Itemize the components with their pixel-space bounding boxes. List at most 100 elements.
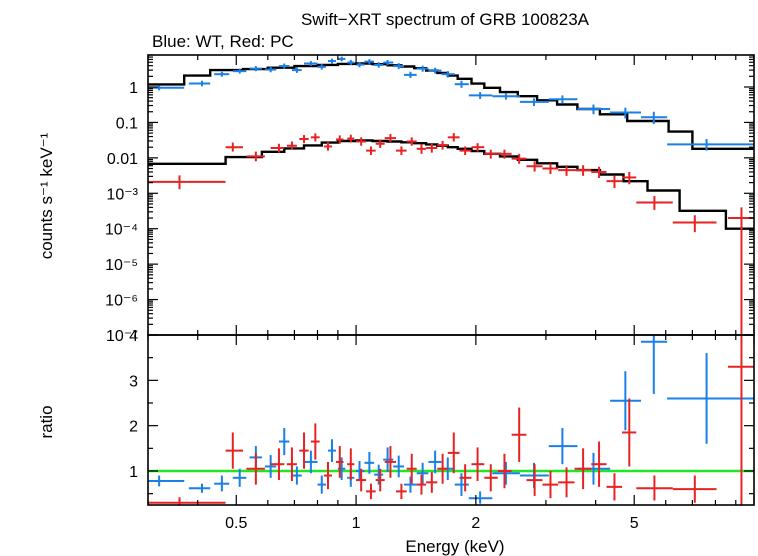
spectrum-point-2-7 — [310, 133, 320, 142]
spectrum-point-1-9 — [304, 61, 318, 67]
spectrum-point-1-3 — [214, 71, 230, 77]
ratio-point-2-7 — [310, 423, 320, 460]
ratio-point-2-4 — [270, 448, 285, 481]
ratio-point-1-11 — [327, 439, 336, 462]
spectrum-point-1-28 — [577, 104, 611, 115]
ratio-point-1-3 — [214, 475, 230, 492]
ratio-point-2-9 — [335, 446, 344, 478]
ratio-point-2-25 — [511, 407, 527, 462]
spectrum-point-2-4 — [270, 143, 285, 153]
spectrum-point-2-10 — [347, 134, 355, 143]
ratio-point-1-16 — [374, 464, 384, 485]
spectrum-point-2-18 — [426, 143, 438, 153]
x-tick-label: 0.5 — [225, 515, 247, 532]
spectrum-point-2-5 — [286, 141, 297, 150]
spectrum-point-2-15 — [396, 146, 407, 156]
spectrum-point-2-29 — [574, 165, 592, 176]
ratio-point-2-22 — [471, 447, 485, 481]
ratio-y-tick-label: 1 — [129, 464, 138, 481]
x-tick-label: 2 — [471, 515, 480, 532]
spectrum-point-2-16 — [406, 137, 417, 146]
spectrum-point-1-26 — [519, 98, 549, 107]
chart-title: Swift−XRT spectrum of GRB 100823A — [301, 10, 590, 29]
ratio-point-2-13 — [375, 468, 385, 492]
y-tick-label: 10⁻⁵ — [105, 257, 138, 274]
ratio-point-2-8 — [323, 461, 333, 490]
spectrum-point-2-27 — [542, 163, 559, 175]
ratio-point-2-20 — [447, 432, 460, 474]
spectrum-point-1-7 — [278, 63, 290, 69]
spectrum-point-2-14 — [384, 134, 397, 143]
spectrum-point-2-1 — [148, 175, 226, 190]
ratio-point-1-8 — [291, 466, 302, 485]
spectrum-point-1-29 — [610, 107, 641, 119]
spectrum-point-1-14 — [356, 61, 365, 68]
ratio-point-1-20 — [416, 462, 429, 484]
ratio-panel — [147, 334, 755, 506]
ratio-point-1-25 — [492, 461, 520, 485]
ratio-point-2-26 — [526, 464, 543, 496]
ratio-point-1-6 — [264, 455, 277, 478]
ratio-point-2-12 — [366, 483, 376, 500]
spectrum-point-2-34 — [672, 215, 717, 233]
spectrum-point-1-12 — [337, 56, 346, 62]
spectrum-point-2-2 — [225, 142, 244, 152]
ratio-point-1-30 — [640, 335, 668, 394]
spectrum-point-2-30 — [591, 166, 607, 179]
spectrum-point-2-28 — [558, 165, 575, 176]
ratio-point-1-2 — [188, 483, 211, 493]
spectrum-point-1-22 — [441, 71, 455, 78]
spectrum-point-2-24 — [497, 149, 512, 159]
ratio-frame — [147, 334, 755, 506]
ratio-point-1-31 — [667, 353, 754, 444]
ratio-point-2-6 — [299, 432, 309, 469]
ratio-point-1-10 — [317, 475, 326, 494]
ratio-point-2-31 — [606, 473, 623, 501]
x-tick-label: 1 — [352, 515, 361, 532]
ratio-y-tick-label: 4 — [129, 328, 138, 345]
y-tick-label: 0.1 — [116, 115, 138, 132]
spectrum-point-2-9 — [335, 135, 344, 144]
ratio-point-2-34 — [672, 475, 717, 503]
ratio-point-1-27 — [548, 427, 578, 465]
spectrum-frame — [147, 54, 755, 336]
ratio-point-1-7 — [278, 427, 290, 456]
y-tick-label: 0.01 — [107, 151, 138, 168]
spectrum-point-2-11 — [356, 137, 367, 146]
y-tick-label: 1 — [129, 80, 138, 97]
spectrum-point-2-35 — [727, 207, 754, 335]
spectrum-point-2-31 — [606, 175, 623, 189]
ratio-point-2-14 — [384, 446, 397, 478]
spectrum-point-1-17 — [383, 59, 394, 66]
ratio-point-2-15 — [396, 483, 407, 500]
ratio-point-2-32 — [622, 398, 637, 467]
ratio-point-1-24 — [468, 491, 493, 504]
ratio-point-2-28 — [558, 467, 575, 498]
x-tick-label: 5 — [630, 515, 639, 532]
spectrum-plot-area — [148, 56, 754, 335]
spectrum-point-1-18 — [393, 63, 405, 70]
spectrum-point-1-15 — [364, 59, 375, 65]
spectrum-point-2-26 — [526, 161, 543, 172]
spectrum-point-1-25 — [492, 92, 520, 100]
chart-subtitle: Blue: WT, Red: PC — [152, 32, 294, 51]
spectrum-point-2-13 — [375, 139, 385, 148]
model-curve-1 — [148, 62, 754, 150]
spectrum-point-1-11 — [327, 58, 336, 64]
ratio-plot-area — [148, 335, 754, 505]
ratio-point-2-19 — [437, 453, 448, 484]
spectrum-point-2-23 — [484, 149, 498, 159]
ratio-point-2-3 — [246, 452, 265, 485]
ratio-point-2-27 — [542, 471, 559, 499]
spectrum-point-2-20 — [447, 133, 460, 142]
spectrum-point-2-33 — [636, 196, 673, 210]
ratio-point-2-18 — [426, 471, 438, 493]
ratio-point-2-16 — [406, 453, 417, 484]
ratio-point-2-24 — [497, 453, 512, 489]
spectrum-point-1-8 — [291, 67, 302, 73]
ratio-point-1-15 — [364, 451, 375, 474]
ratio-point-1-17 — [383, 447, 394, 472]
spectrum-point-1-2 — [188, 80, 211, 87]
spectrum-point-2-3 — [246, 151, 265, 162]
